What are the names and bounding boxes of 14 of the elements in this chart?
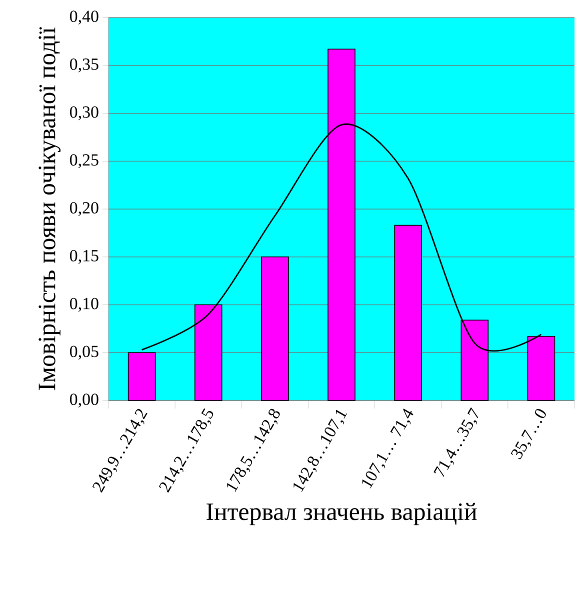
x-axis-title: Інтервал значень варіацій: [206, 502, 477, 526]
y-tick-label: 0,20: [70, 202, 98, 216]
y-tick-label: 0,35: [70, 58, 98, 72]
y-tick-label: 0,25: [70, 154, 98, 168]
y-tick-label: 0,00: [70, 394, 98, 408]
bar: [394, 224, 422, 401]
y-axis-title: Імовірність появи очікуваної події: [38, 27, 61, 390]
bar: [261, 256, 289, 401]
y-tick-label: 0,10: [70, 298, 98, 312]
y-tick-label: 0,05: [70, 346, 98, 360]
y-tick-label: 0,15: [70, 250, 98, 264]
y-tick-label: 0,40: [70, 10, 98, 24]
y-tick-label: 0,30: [70, 106, 98, 120]
bar: [128, 352, 156, 401]
